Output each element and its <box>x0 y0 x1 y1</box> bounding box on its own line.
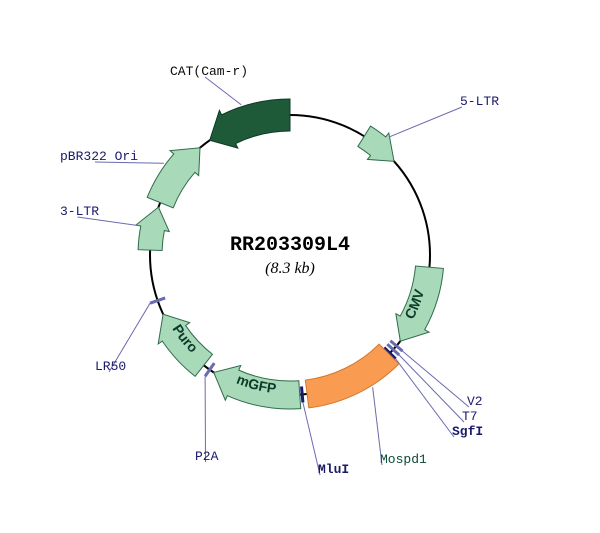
feature-p2a <box>205 363 214 376</box>
leader-sgfi <box>396 359 454 437</box>
feature-label-mospd1: Mospd1 <box>380 452 427 467</box>
feature-label-ltr5: 5-LTR <box>460 94 499 109</box>
plasmid-name: RR203309L4 <box>230 234 350 257</box>
feature-label-t7: T7 <box>462 409 478 424</box>
leader-ltr5 <box>389 107 462 137</box>
feature-ltr5 <box>358 126 394 161</box>
feature-pbr322 <box>147 148 200 208</box>
feature-label-cat: CAT(Cam-r) <box>170 64 248 79</box>
feature-label-v2: V2 <box>467 394 483 409</box>
feature-label-mlui: MluI <box>318 462 349 477</box>
feature-label-sgfi: SgfI <box>452 424 483 439</box>
feature-label-lr50: LR50 <box>95 359 126 374</box>
feature-label-p2a: P2A <box>195 449 219 464</box>
leader-t7 <box>399 355 464 422</box>
leader-v2 <box>403 351 469 407</box>
feature-label-pbr322: pBR322 Ori <box>60 149 138 164</box>
feature-mlui <box>302 386 303 402</box>
feature-mospd1 <box>305 344 399 408</box>
leader-cat <box>205 77 241 105</box>
feature-cat <box>210 99 290 148</box>
plasmid-size: (8.3 kb) <box>265 260 315 277</box>
feature-ltr3 <box>136 207 169 250</box>
feature-label-ltr3: 3-LTR <box>60 204 99 219</box>
